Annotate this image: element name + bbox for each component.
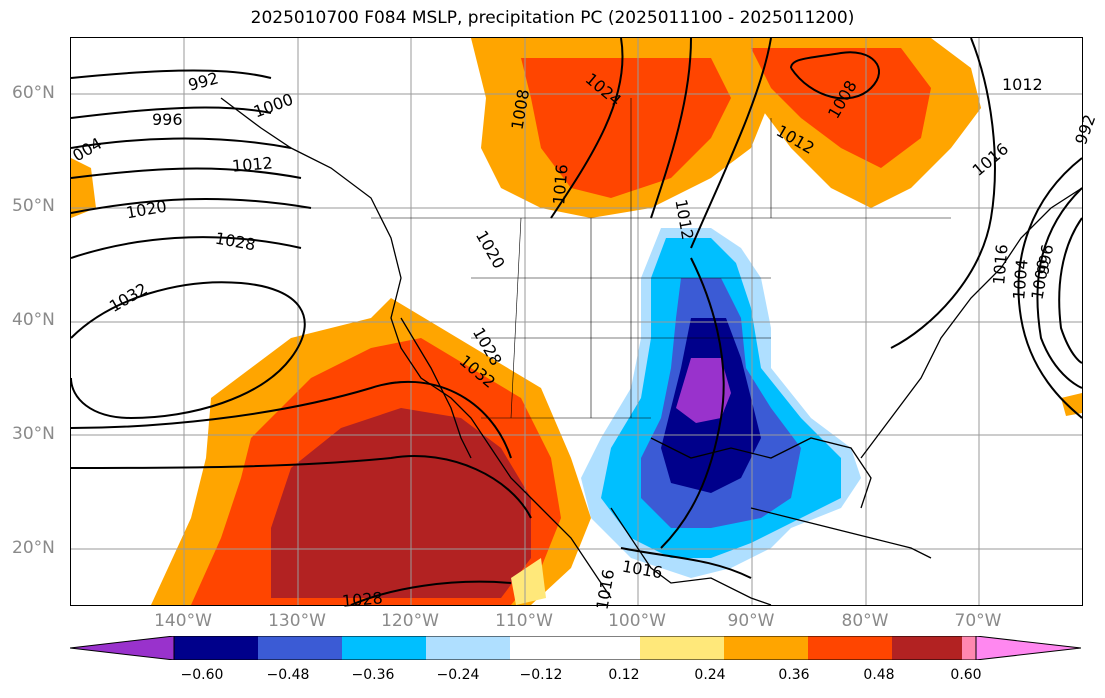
colorbar-bin — [342, 636, 426, 660]
colorbar-bin — [892, 636, 962, 660]
graticule — [71, 38, 1082, 605]
lon-label-100w: 100°W — [608, 611, 666, 631]
isobars — [71, 38, 1082, 605]
lon-label-110w: 110°W — [495, 611, 553, 631]
map-panel — [70, 37, 1083, 606]
colorbar-tick: −0.36 — [351, 667, 395, 683]
colorbar-tick: 0.12 — [608, 667, 640, 683]
isobar-label: 1012 — [1002, 75, 1043, 94]
colorbar-extend-low — [70, 636, 175, 660]
lat-label-20: 20°N — [12, 538, 55, 558]
precip-negative-regions — [581, 228, 861, 578]
lat-label-50: 50°N — [12, 196, 55, 216]
precip-positive-regions — [71, 38, 1082, 605]
lon-label-130w: 130°W — [268, 611, 326, 631]
isobar-label: 1016 — [549, 163, 572, 206]
colorbar-bin — [724, 636, 808, 660]
lon-label-120w: 120°W — [381, 611, 439, 631]
borders — [371, 98, 951, 419]
isobar-label: 1016 — [989, 243, 1012, 286]
colorbar-bin — [808, 636, 892, 660]
chart-title: 2025010700 F084 MSLP, precipitation PC (… — [250, 8, 855, 28]
colorbar-tick: −0.24 — [436, 667, 480, 683]
lat-label-40: 40°N — [12, 310, 55, 330]
colorbar-tick: −0.48 — [266, 667, 310, 683]
lat-label-60: 60°N — [12, 83, 55, 103]
colorbar-tick: 0.48 — [863, 667, 895, 683]
colorbar-extend-high — [975, 636, 1081, 660]
isobar-label: 996 — [152, 110, 183, 129]
lat-label-30: 30°N — [12, 424, 55, 444]
isobar-label: 1028 — [341, 588, 384, 611]
colorbar-bin — [962, 636, 976, 660]
lon-label-70w: 70°W — [954, 611, 1002, 631]
colorbar-bin — [174, 636, 258, 660]
colorbar-tick: −0.60 — [180, 667, 224, 683]
colorbar-tick: 0.60 — [950, 667, 982, 683]
colorbar-tick: 0.24 — [694, 667, 726, 683]
colorbar-bin — [258, 636, 342, 660]
coastlines — [220, 97, 1082, 605]
lon-label-80w: 80°W — [841, 611, 889, 631]
map-canvas — [71, 38, 1082, 605]
lon-label-90w: 90°W — [727, 611, 775, 631]
colorbar — [70, 636, 1081, 660]
colorbar-bin — [510, 636, 640, 660]
lon-label-140w: 140°W — [154, 611, 212, 631]
isobar-label: 1012 — [231, 153, 274, 176]
colorbar-tick: 0.36 — [778, 667, 810, 683]
colorbar-bin — [426, 636, 510, 660]
colorbar-bin — [640, 636, 724, 660]
colorbar-tick: −0.12 — [519, 667, 563, 683]
